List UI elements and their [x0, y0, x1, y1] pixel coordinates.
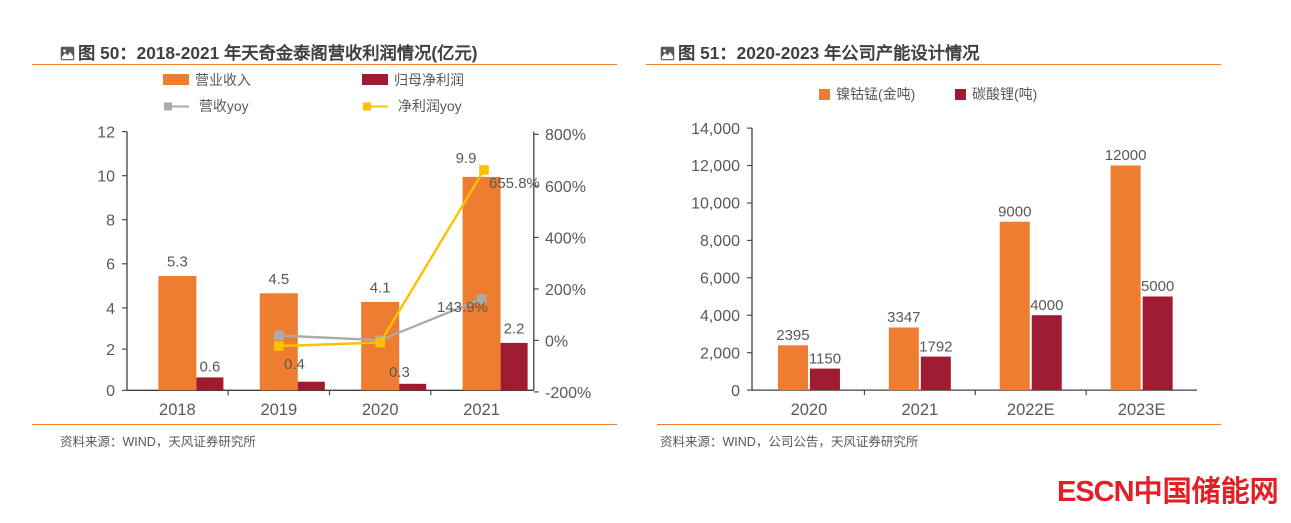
svg-text:2022E: 2022E [1007, 401, 1055, 419]
svg-text:1150: 1150 [809, 350, 841, 367]
svg-text:0: 0 [731, 383, 740, 400]
svg-text:6,000: 6,000 [700, 271, 740, 288]
svg-text:1792: 1792 [919, 338, 952, 355]
svg-text:14,000: 14,000 [691, 121, 740, 138]
svg-text:12,000: 12,000 [691, 158, 740, 175]
svg-text:9000: 9000 [998, 203, 1031, 220]
svg-text:5000: 5000 [1141, 278, 1174, 295]
svg-text:2021: 2021 [901, 401, 938, 419]
svg-text:2020: 2020 [791, 401, 828, 419]
svg-text:2395: 2395 [776, 327, 809, 344]
svg-text:2,000: 2,000 [700, 345, 740, 362]
svg-text:2023E: 2023E [1118, 401, 1166, 419]
svg-text:4000: 4000 [1030, 297, 1063, 314]
svg-text:10,000: 10,000 [691, 196, 740, 213]
svg-text:3347: 3347 [887, 309, 920, 326]
svg-text:4,000: 4,000 [700, 308, 740, 325]
svg-text:12000: 12000 [1105, 147, 1147, 164]
svg-text:8,000: 8,000 [700, 233, 740, 250]
